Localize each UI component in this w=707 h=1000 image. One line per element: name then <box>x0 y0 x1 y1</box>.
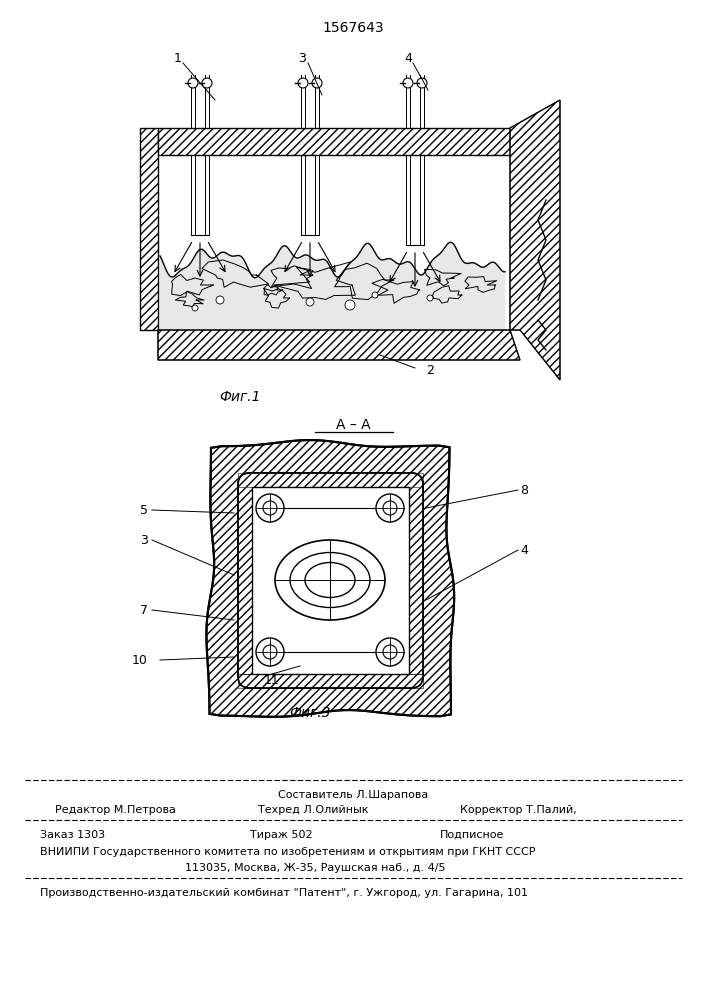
Text: 113035, Москва, Ж-35, Раушская наб., д. 4/5: 113035, Москва, Ж-35, Раушская наб., д. … <box>185 863 445 873</box>
Text: 4: 4 <box>404 51 412 64</box>
Circle shape <box>298 78 308 88</box>
Text: 1: 1 <box>174 51 182 64</box>
Polygon shape <box>510 100 560 380</box>
Text: Производственно-издательский комбинат "Патент", г. Ужгород, ул. Гагарина, 101: Производственно-издательский комбинат "П… <box>40 888 528 898</box>
Text: Техред Л.Олийнык: Техред Л.Олийнык <box>258 805 368 815</box>
Bar <box>238 487 252 674</box>
Text: Фиг.1: Фиг.1 <box>219 390 261 404</box>
Circle shape <box>263 501 277 515</box>
Circle shape <box>417 78 427 88</box>
Bar <box>409 487 423 674</box>
Circle shape <box>192 305 198 311</box>
Bar <box>238 674 423 688</box>
Text: 11: 11 <box>264 674 280 686</box>
Text: ВНИИПИ Государственного комитета по изобретениям и открытиям при ГКНТ СССР: ВНИИПИ Государственного комитета по изоб… <box>40 847 535 857</box>
Circle shape <box>256 494 284 522</box>
Circle shape <box>188 78 198 88</box>
Text: 2: 2 <box>426 363 434 376</box>
Polygon shape <box>160 242 505 330</box>
Text: Редактор М.Петрова: Редактор М.Петрова <box>55 805 176 815</box>
Circle shape <box>383 501 397 515</box>
Text: А – А: А – А <box>336 418 370 432</box>
Text: Фиг.3: Фиг.3 <box>289 706 331 720</box>
Circle shape <box>306 298 314 306</box>
Circle shape <box>383 645 397 659</box>
Bar <box>252 487 409 674</box>
Circle shape <box>202 78 212 88</box>
Text: Составитель Л.Шарапова: Составитель Л.Шарапова <box>278 790 428 800</box>
Circle shape <box>312 78 322 88</box>
Polygon shape <box>206 440 454 717</box>
Bar <box>140 128 158 330</box>
Bar <box>140 128 158 330</box>
Bar <box>238 473 423 487</box>
Bar <box>238 674 423 688</box>
Bar <box>238 473 423 487</box>
Text: Подписное: Подписное <box>440 830 504 840</box>
Circle shape <box>403 78 413 88</box>
Text: 8: 8 <box>520 484 528 496</box>
Text: 10: 10 <box>132 654 148 666</box>
Ellipse shape <box>305 562 355 597</box>
Ellipse shape <box>275 540 385 620</box>
Circle shape <box>427 295 433 301</box>
Ellipse shape <box>290 552 370 607</box>
Text: Заказ 1303: Заказ 1303 <box>40 830 105 840</box>
Bar <box>158 128 530 155</box>
Polygon shape <box>158 330 520 360</box>
Text: 3: 3 <box>140 534 148 546</box>
Text: 4: 4 <box>520 544 528 556</box>
Circle shape <box>263 645 277 659</box>
Text: 7: 7 <box>140 603 148 616</box>
FancyBboxPatch shape <box>238 473 423 688</box>
Bar <box>238 487 252 674</box>
Text: Корректор Т.Палий,: Корректор Т.Палий, <box>460 805 577 815</box>
Circle shape <box>256 638 284 666</box>
Bar <box>409 487 423 674</box>
Circle shape <box>376 638 404 666</box>
Circle shape <box>216 296 224 304</box>
Circle shape <box>372 292 378 298</box>
Text: 3: 3 <box>298 51 306 64</box>
FancyBboxPatch shape <box>238 473 423 688</box>
Circle shape <box>345 300 355 310</box>
Circle shape <box>376 494 404 522</box>
Text: 5: 5 <box>140 504 148 516</box>
Text: 1567643: 1567643 <box>322 21 384 35</box>
Bar <box>158 128 530 155</box>
Text: Тираж 502: Тираж 502 <box>250 830 312 840</box>
